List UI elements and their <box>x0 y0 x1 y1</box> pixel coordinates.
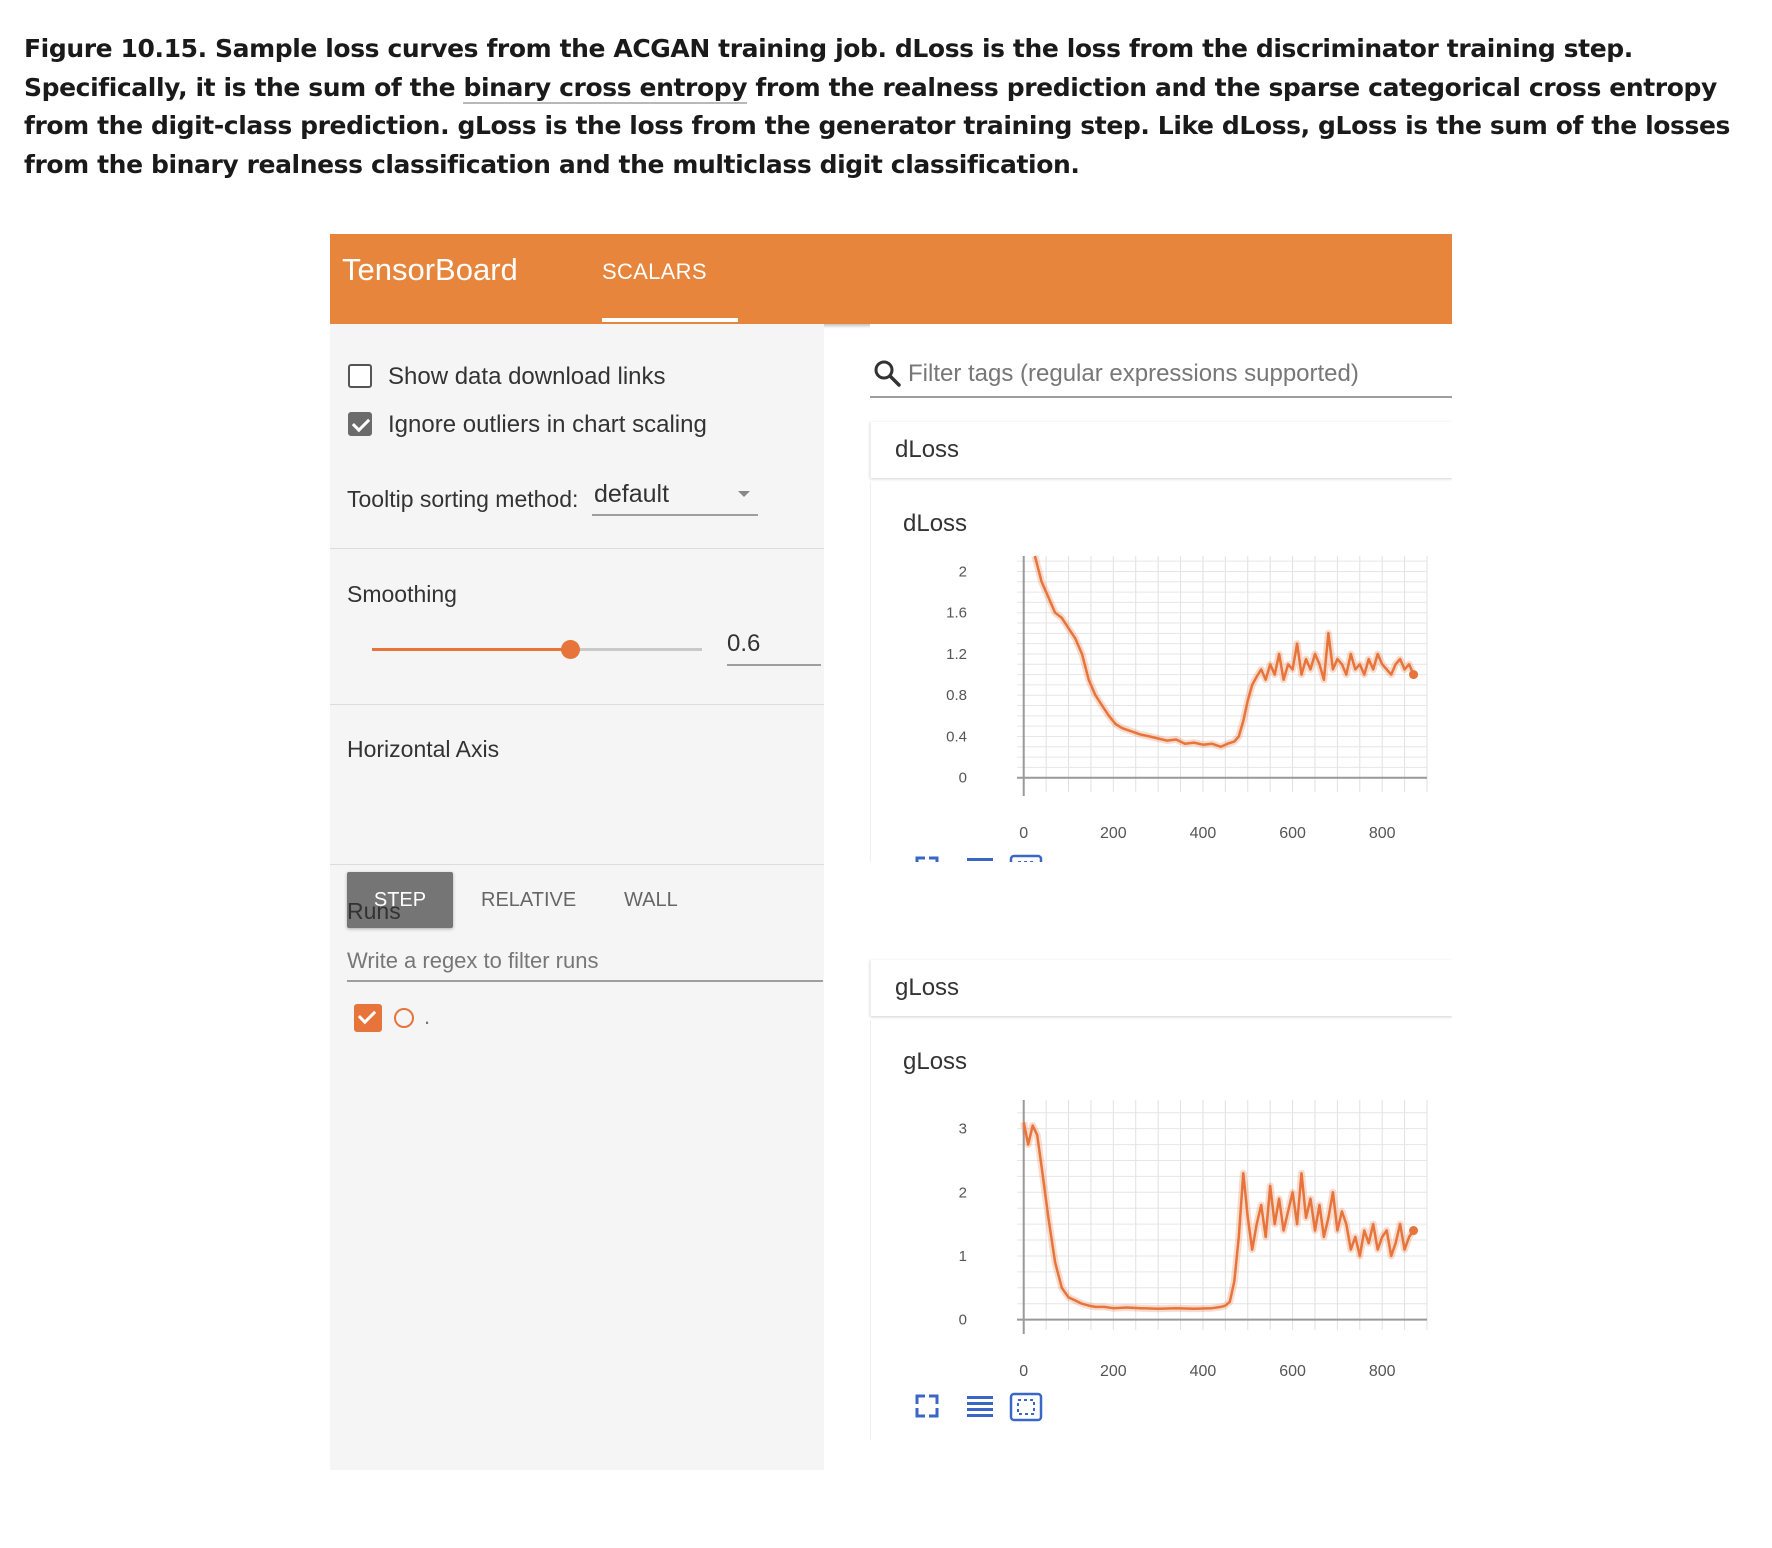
run-checkbox[interactable] <box>354 1004 382 1032</box>
dloss-chart[interactable]: 0 0.4 0.8 1.2 1.6 2 0 200 400 600 800 <box>871 482 1452 862</box>
tooltip-sorting-select[interactable]: default <box>592 478 758 516</box>
y-tick-label: 1.2 <box>946 646 967 663</box>
smoothing-slider-handle[interactable] <box>561 640 580 659</box>
expand-icon <box>915 1394 939 1418</box>
tensorboard-window: TensorBoard SCALARS Show data download l… <box>330 234 1452 1470</box>
caption-link[interactable]: binary cross entropy <box>463 72 748 104</box>
x-tick-label: 800 <box>1369 1363 1396 1380</box>
horizontal-axis-label: Horizontal Axis <box>347 736 500 762</box>
y-tick-label: 3 <box>959 1121 967 1138</box>
show-download-links-checkbox[interactable] <box>348 364 372 388</box>
runs-filter-input[interactable]: Write a regex to filter runs <box>347 944 823 982</box>
y-tick-label: 0 <box>959 770 967 787</box>
sidebar: Show data download links Ignore outliers… <box>330 324 824 1470</box>
runs-label: Runs <box>347 898 401 924</box>
axis-wall-button[interactable]: WALL <box>624 889 678 911</box>
chart-title: gLoss <box>903 1048 968 1075</box>
x-tick-label: 0 <box>1019 825 1028 842</box>
series-line <box>1033 555 1415 749</box>
y-tick-label: 0 <box>959 1312 967 1329</box>
x-tick-label: 400 <box>1190 825 1217 842</box>
section-divider <box>330 864 824 865</box>
smoothing-label: Smoothing <box>347 581 457 607</box>
tab-active-indicator <box>602 318 738 322</box>
series-raw-line <box>1020 1121 1417 1313</box>
app-title: TensorBoard <box>342 252 518 287</box>
app-header: TensorBoard SCALARS <box>330 234 1452 324</box>
run-color-circle-icon[interactable] <box>394 1008 414 1028</box>
series-end-point <box>1409 1226 1419 1236</box>
section-divider <box>330 548 824 549</box>
ignore-outliers-checkbox[interactable] <box>348 412 372 436</box>
chart-title: dLoss <box>903 510 968 537</box>
y-tick-label: 1 <box>959 1248 967 1265</box>
tooltip-sorting-value: default <box>594 480 670 508</box>
x-tick-label: 200 <box>1100 825 1127 842</box>
chart-card-gloss: gLoss 0 1 2 3 0 200 400 600 800 <box>870 1020 1452 1440</box>
figure-caption: Figure 10.15. Sample loss curves from th… <box>24 34 1731 179</box>
series-line <box>1022 1122 1415 1311</box>
y-tick-label: 2 <box>959 563 967 580</box>
y-tick-label: 0.4 <box>946 728 967 745</box>
x-tick-label: 200 <box>1100 1363 1127 1380</box>
x-tick-label: 400 <box>1190 1363 1217 1380</box>
tag-group-title: dLoss <box>895 436 960 463</box>
y-tick-label: 2 <box>959 1184 967 1201</box>
search-icon <box>874 360 901 387</box>
y-tick-label: 0.8 <box>946 687 967 704</box>
filter-tags-placeholder: Filter tags (regular expressions support… <box>908 360 1359 387</box>
fit-domain-icon <box>1009 854 1043 862</box>
tag-group-dloss[interactable]: dLoss <box>870 422 1452 478</box>
x-tick-label: 0 <box>1019 1363 1028 1380</box>
tag-group-title: gLoss <box>895 974 960 1001</box>
smoothing-slider[interactable] <box>372 640 702 659</box>
tag-group-gloss[interactable]: gLoss <box>870 960 1452 1016</box>
y-tick-label: 1.6 <box>946 605 967 622</box>
section-divider <box>330 704 824 705</box>
smoothing-input-value: 0.6 <box>727 630 761 657</box>
fit-domain-icon <box>1009 1392 1043 1422</box>
data-table-icon <box>967 1396 993 1417</box>
series-raw-line <box>1031 555 1417 751</box>
chart-card-dloss: dLoss 0 0.4 0.8 1.2 1.6 2 0 200 400 600 800 <box>870 482 1452 862</box>
run-name: . <box>424 1004 431 1029</box>
series-end-point <box>1409 670 1419 680</box>
tooltip-sorting-label: Tooltip sorting method: <box>347 486 579 512</box>
main-panel: Filter tags (regular expressions support… <box>870 324 1452 1470</box>
dropdown-arrow-icon <box>738 491 750 497</box>
tab-scalars[interactable]: SCALARS <box>602 259 707 284</box>
smoothing-input[interactable]: 0.6 <box>727 626 821 666</box>
gloss-chart[interactable]: 0 1 2 3 0 200 400 600 800 <box>871 1020 1452 1440</box>
runs-filter-placeholder: Write a regex to filter runs <box>347 948 599 973</box>
smoothing-slider-fill <box>372 648 570 651</box>
expand-icon <box>915 856 939 862</box>
axis-relative-button[interactable]: RELATIVE <box>481 889 577 911</box>
axis-step-button[interactable]: STEP <box>347 872 453 928</box>
filter-tags-input[interactable]: Filter tags (regular expressions support… <box>870 356 1452 398</box>
x-tick-label: 800 <box>1369 825 1396 842</box>
x-tick-label: 600 <box>1279 825 1306 842</box>
show-download-links-label: Show data download links <box>388 363 666 390</box>
x-tick-label: 600 <box>1279 1363 1306 1380</box>
data-table-icon <box>967 858 993 861</box>
ignore-outliers-label: Ignore outliers in chart scaling <box>388 411 707 438</box>
